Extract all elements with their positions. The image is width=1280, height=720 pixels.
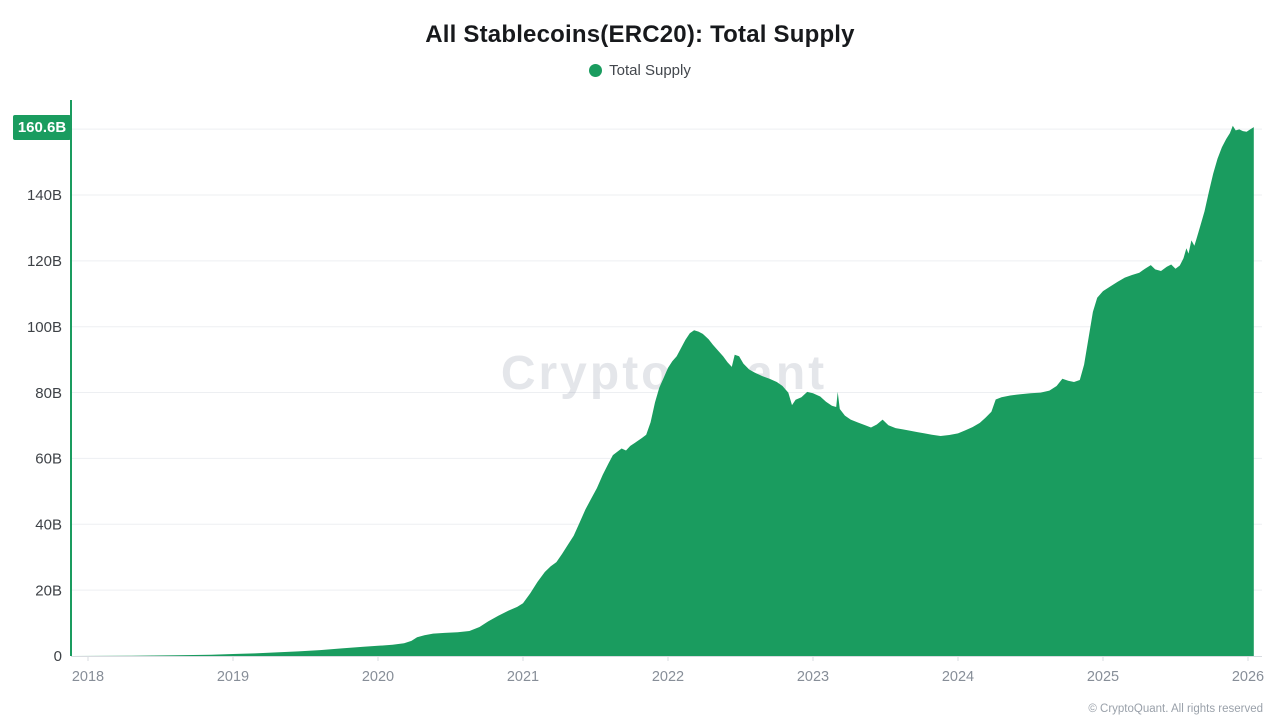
y-axis-label: 60B	[35, 451, 62, 468]
y-axis-label: 80B	[35, 385, 62, 402]
chart-title: All Stablecoins(ERC20): Total Supply	[425, 21, 855, 48]
x-axis-label: 2026	[1232, 669, 1264, 685]
x-axis-label: 2021	[507, 669, 539, 685]
x-axis-ticks	[87, 656, 1249, 661]
x-axis-label: 2024	[942, 669, 974, 685]
legend-label: Total Supply	[609, 62, 691, 79]
x-axis-labels: 2018 2019 2020 2021 2022 2023 2024 2025 2026	[72, 669, 1264, 685]
y-axis-label: 100B	[27, 319, 62, 336]
y-axis-label: 40B	[35, 516, 62, 533]
legend: Total Supply	[0, 62, 1280, 79]
x-axis-label: 2018	[72, 669, 104, 685]
y-axis-label: 120B	[27, 253, 62, 270]
y-axis-label: 20B	[35, 582, 62, 599]
x-axis-label: 2023	[797, 669, 829, 685]
legend-marker-icon	[589, 64, 603, 77]
x-axis-label: 2020	[362, 669, 394, 685]
x-axis-label: 2022	[652, 669, 684, 685]
y-axis-label: 0	[54, 648, 62, 665]
x-axis-label: 2025	[1087, 669, 1119, 685]
current-value-badge: 160.6B	[13, 115, 71, 140]
y-axis-label: 140B	[27, 187, 62, 204]
supply-area-series	[72, 125, 1254, 657]
x-axis-label: 2019	[217, 669, 249, 685]
y-axis-labels: 0 20B 40B 60B 80B 100B 120B 140B	[27, 187, 62, 665]
copyright-notice: © CryptoQuant. All rights reserved	[1088, 703, 1263, 715]
